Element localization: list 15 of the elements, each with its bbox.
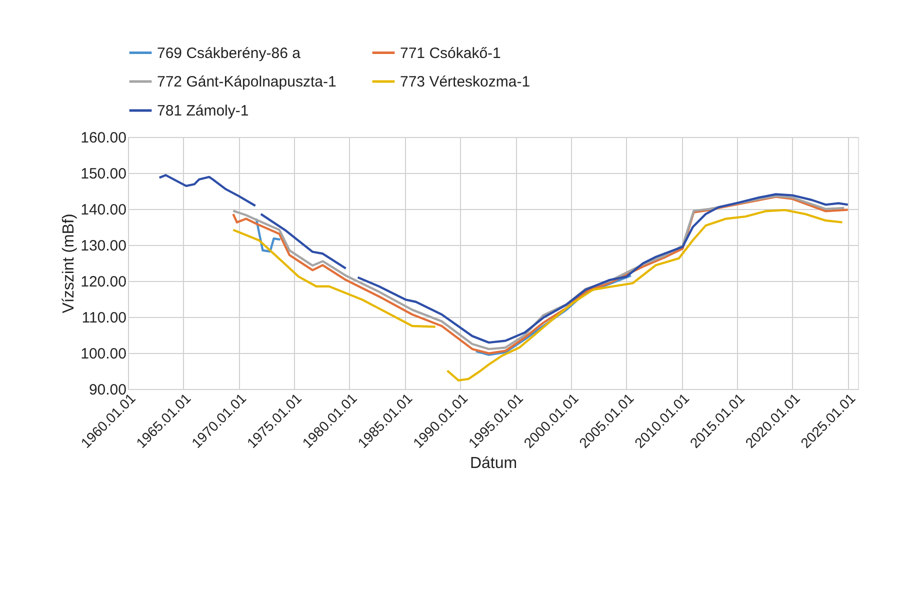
legend-label: 772 Gánt-Kápolnapuszta-1 — [157, 74, 336, 90]
y-tick-label: 90.00 — [88, 382, 126, 398]
legend-label: 773 Vérteskozma-1 — [400, 74, 530, 90]
y-tick-label: 120.00 — [80, 274, 126, 290]
legend-label: 769 Csákberény-86 a — [157, 44, 302, 62]
legend-label: 771 Csókakő-1 — [400, 44, 501, 62]
y-tick-label: 140.00 — [80, 202, 126, 218]
y-axis-title: Vízszint (mBf) — [60, 214, 78, 314]
y-tick-label: 100.00 — [80, 346, 126, 362]
y-tick-label: 110.00 — [82, 310, 126, 326]
legend-label: 781 Zámoly-1 — [157, 102, 249, 120]
x-axis-title: Dátum — [470, 454, 518, 472]
y-tick-label: 130.00 — [80, 238, 126, 254]
y-tick-label: 150.00 — [80, 166, 126, 182]
y-tick-label: 160.00 — [80, 130, 126, 146]
